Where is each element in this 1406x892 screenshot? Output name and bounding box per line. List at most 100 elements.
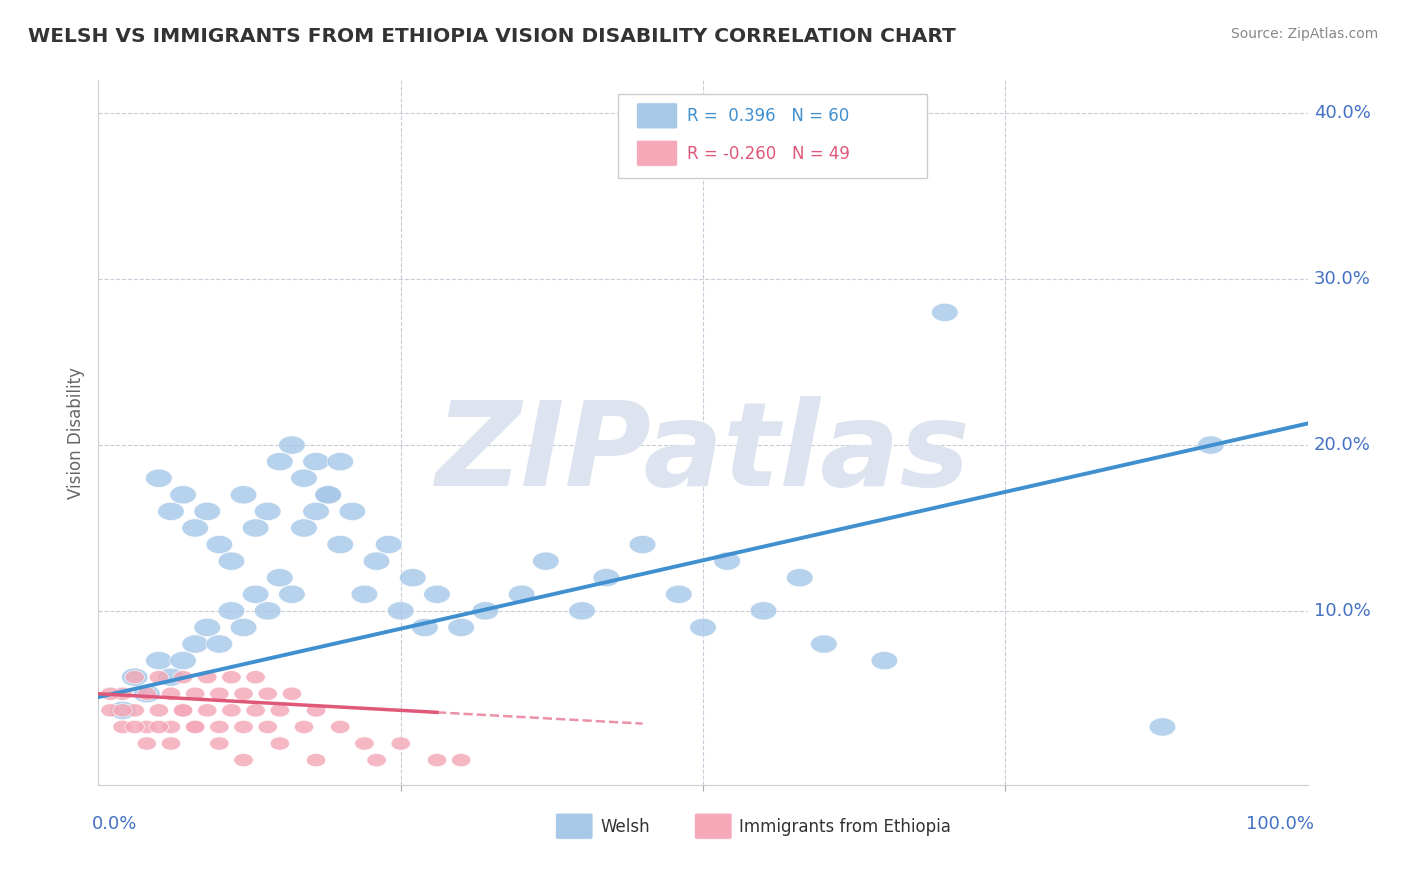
Ellipse shape (207, 635, 232, 653)
Ellipse shape (186, 721, 205, 733)
Ellipse shape (134, 685, 160, 703)
Ellipse shape (112, 704, 132, 717)
Ellipse shape (246, 671, 266, 684)
Ellipse shape (751, 602, 776, 620)
Ellipse shape (242, 585, 269, 603)
Ellipse shape (267, 452, 292, 471)
Ellipse shape (101, 687, 120, 700)
Ellipse shape (291, 469, 318, 487)
Ellipse shape (328, 535, 353, 554)
Ellipse shape (222, 704, 240, 717)
Ellipse shape (328, 452, 353, 471)
Ellipse shape (367, 754, 387, 767)
Ellipse shape (186, 721, 205, 733)
Ellipse shape (162, 737, 180, 750)
Ellipse shape (593, 568, 620, 587)
Ellipse shape (246, 704, 266, 717)
Ellipse shape (209, 721, 229, 733)
Ellipse shape (315, 485, 342, 504)
Ellipse shape (307, 754, 326, 767)
Ellipse shape (233, 754, 253, 767)
Ellipse shape (112, 721, 132, 733)
Ellipse shape (399, 568, 426, 587)
Ellipse shape (173, 671, 193, 684)
Ellipse shape (259, 721, 277, 733)
Ellipse shape (270, 737, 290, 750)
Ellipse shape (451, 754, 471, 767)
Ellipse shape (181, 635, 208, 653)
Ellipse shape (207, 535, 232, 554)
Ellipse shape (630, 535, 655, 554)
Text: Source: ZipAtlas.com: Source: ZipAtlas.com (1230, 27, 1378, 41)
Ellipse shape (173, 704, 193, 717)
Ellipse shape (690, 618, 716, 637)
Ellipse shape (162, 721, 180, 733)
Ellipse shape (391, 737, 411, 750)
Ellipse shape (714, 552, 741, 570)
Ellipse shape (198, 704, 217, 717)
FancyBboxPatch shape (619, 95, 927, 178)
Ellipse shape (302, 452, 329, 471)
Text: 100.0%: 100.0% (1246, 814, 1313, 832)
Ellipse shape (121, 668, 148, 686)
Text: ZIPatlas: ZIPatlas (436, 396, 970, 511)
Ellipse shape (181, 519, 208, 537)
Ellipse shape (294, 721, 314, 733)
Ellipse shape (233, 721, 253, 733)
Ellipse shape (302, 502, 329, 521)
Ellipse shape (149, 721, 169, 733)
Ellipse shape (375, 535, 402, 554)
Text: 20.0%: 20.0% (1313, 436, 1371, 454)
Ellipse shape (509, 585, 534, 603)
Ellipse shape (339, 502, 366, 521)
Ellipse shape (170, 485, 197, 504)
Ellipse shape (786, 568, 813, 587)
Ellipse shape (291, 519, 318, 537)
Ellipse shape (363, 552, 389, 570)
Ellipse shape (112, 687, 132, 700)
Ellipse shape (254, 502, 281, 521)
Ellipse shape (146, 651, 172, 670)
FancyBboxPatch shape (637, 140, 678, 166)
Ellipse shape (533, 552, 560, 570)
Ellipse shape (412, 618, 439, 637)
Ellipse shape (423, 585, 450, 603)
Text: WELSH VS IMMIGRANTS FROM ETHIOPIA VISION DISABILITY CORRELATION CHART: WELSH VS IMMIGRANTS FROM ETHIOPIA VISION… (28, 27, 956, 45)
Ellipse shape (1149, 718, 1175, 736)
Ellipse shape (138, 737, 156, 750)
Ellipse shape (173, 704, 193, 717)
Ellipse shape (157, 502, 184, 521)
Ellipse shape (278, 436, 305, 454)
Ellipse shape (125, 704, 145, 717)
Ellipse shape (254, 602, 281, 620)
Ellipse shape (162, 687, 180, 700)
Ellipse shape (194, 502, 221, 521)
Ellipse shape (218, 602, 245, 620)
FancyBboxPatch shape (637, 103, 678, 129)
FancyBboxPatch shape (695, 814, 733, 839)
Ellipse shape (259, 687, 277, 700)
Ellipse shape (194, 618, 221, 637)
Y-axis label: Vision Disability: Vision Disability (66, 367, 84, 499)
Ellipse shape (209, 687, 229, 700)
Ellipse shape (231, 618, 257, 637)
Text: R =  0.396   N = 60: R = 0.396 N = 60 (688, 106, 849, 125)
Ellipse shape (352, 585, 378, 603)
Ellipse shape (125, 721, 145, 733)
Ellipse shape (315, 485, 342, 504)
Ellipse shape (811, 635, 837, 653)
Ellipse shape (472, 602, 499, 620)
Ellipse shape (138, 687, 156, 700)
Ellipse shape (231, 485, 257, 504)
Ellipse shape (233, 687, 253, 700)
Ellipse shape (388, 602, 413, 620)
Ellipse shape (932, 303, 957, 321)
Text: 30.0%: 30.0% (1313, 270, 1371, 288)
Ellipse shape (307, 704, 326, 717)
Ellipse shape (186, 687, 205, 700)
Ellipse shape (330, 721, 350, 733)
Ellipse shape (1198, 436, 1225, 454)
Ellipse shape (872, 651, 897, 670)
Ellipse shape (138, 721, 156, 733)
Ellipse shape (149, 704, 169, 717)
